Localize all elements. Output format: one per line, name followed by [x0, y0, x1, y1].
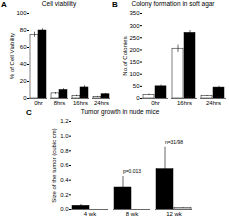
- svg-text:0.0: 0.0: [60, 206, 69, 212]
- svg-text:200: 200: [129, 47, 140, 53]
- svg-text:20: 20: [20, 78, 27, 84]
- svg-text:24hrs: 24hrs: [206, 100, 221, 106]
- svg-text:1.0: 1.0: [60, 133, 69, 139]
- svg-text:100: 100: [16, 10, 27, 16]
- svg-text:40: 40: [20, 61, 27, 67]
- html-text:Cell viability: Cell viability: [41, 0, 77, 7]
- svg-text:No.of Colonies: No.of Colonies: [122, 36, 128, 75]
- svg-text:4 wk: 4 wk: [84, 211, 97, 217]
- svg-text:0.8: 0.8: [60, 148, 69, 154]
- svg-text:% of Cell Viability: % of Cell Viability: [9, 33, 15, 79]
- svg-text:60: 60: [20, 44, 27, 50]
- html-text:Colony formation in soft agar: Colony formation in soft agar: [131, 0, 215, 7]
- svg-text:0: 0: [136, 95, 140, 101]
- svg-text:0.2: 0.2: [60, 192, 69, 198]
- svg-text:0: 0: [23, 95, 27, 101]
- svg-text:350: 350: [129, 10, 140, 16]
- svg-text:8hrs: 8hrs: [54, 100, 66, 106]
- svg-text:16hrs: 16hrs: [73, 100, 88, 106]
- html-text:C: C: [26, 108, 32, 117]
- svg-text:250: 250: [129, 35, 140, 41]
- svg-text:0.4: 0.4: [60, 177, 69, 183]
- svg-text:100: 100: [129, 71, 140, 77]
- svg-text:0.6: 0.6: [60, 162, 69, 168]
- svg-text:0hr: 0hr: [34, 100, 43, 106]
- html-text:A: A: [1, 0, 7, 9]
- svg-text:n=31/98: n=31/98: [165, 139, 183, 145]
- html-text:B: B: [112, 0, 118, 9]
- svg-text:50: 50: [133, 83, 140, 89]
- svg-text:80: 80: [20, 27, 27, 33]
- svg-text:150: 150: [129, 59, 140, 65]
- svg-text:300: 300: [129, 23, 140, 29]
- svg-text:0hr: 0hr: [151, 100, 160, 106]
- svg-text:24hrs: 24hrs: [94, 100, 109, 106]
- svg-text:8 wk: 8 wk: [126, 211, 139, 217]
- svg-text:12 wk: 12 wk: [166, 211, 183, 217]
- svg-text:1.2: 1.2: [60, 118, 69, 124]
- svg-text:16hrs: 16hrs: [177, 100, 192, 106]
- svg-text:Size of the tumor (cubic cm): Size of the tumor (cubic cm): [51, 128, 57, 203]
- html-text:Tumor growth in nude mice: Tumor growth in nude mice: [80, 108, 160, 115]
- svg-text:p=0.013: p=0.013: [123, 168, 141, 174]
